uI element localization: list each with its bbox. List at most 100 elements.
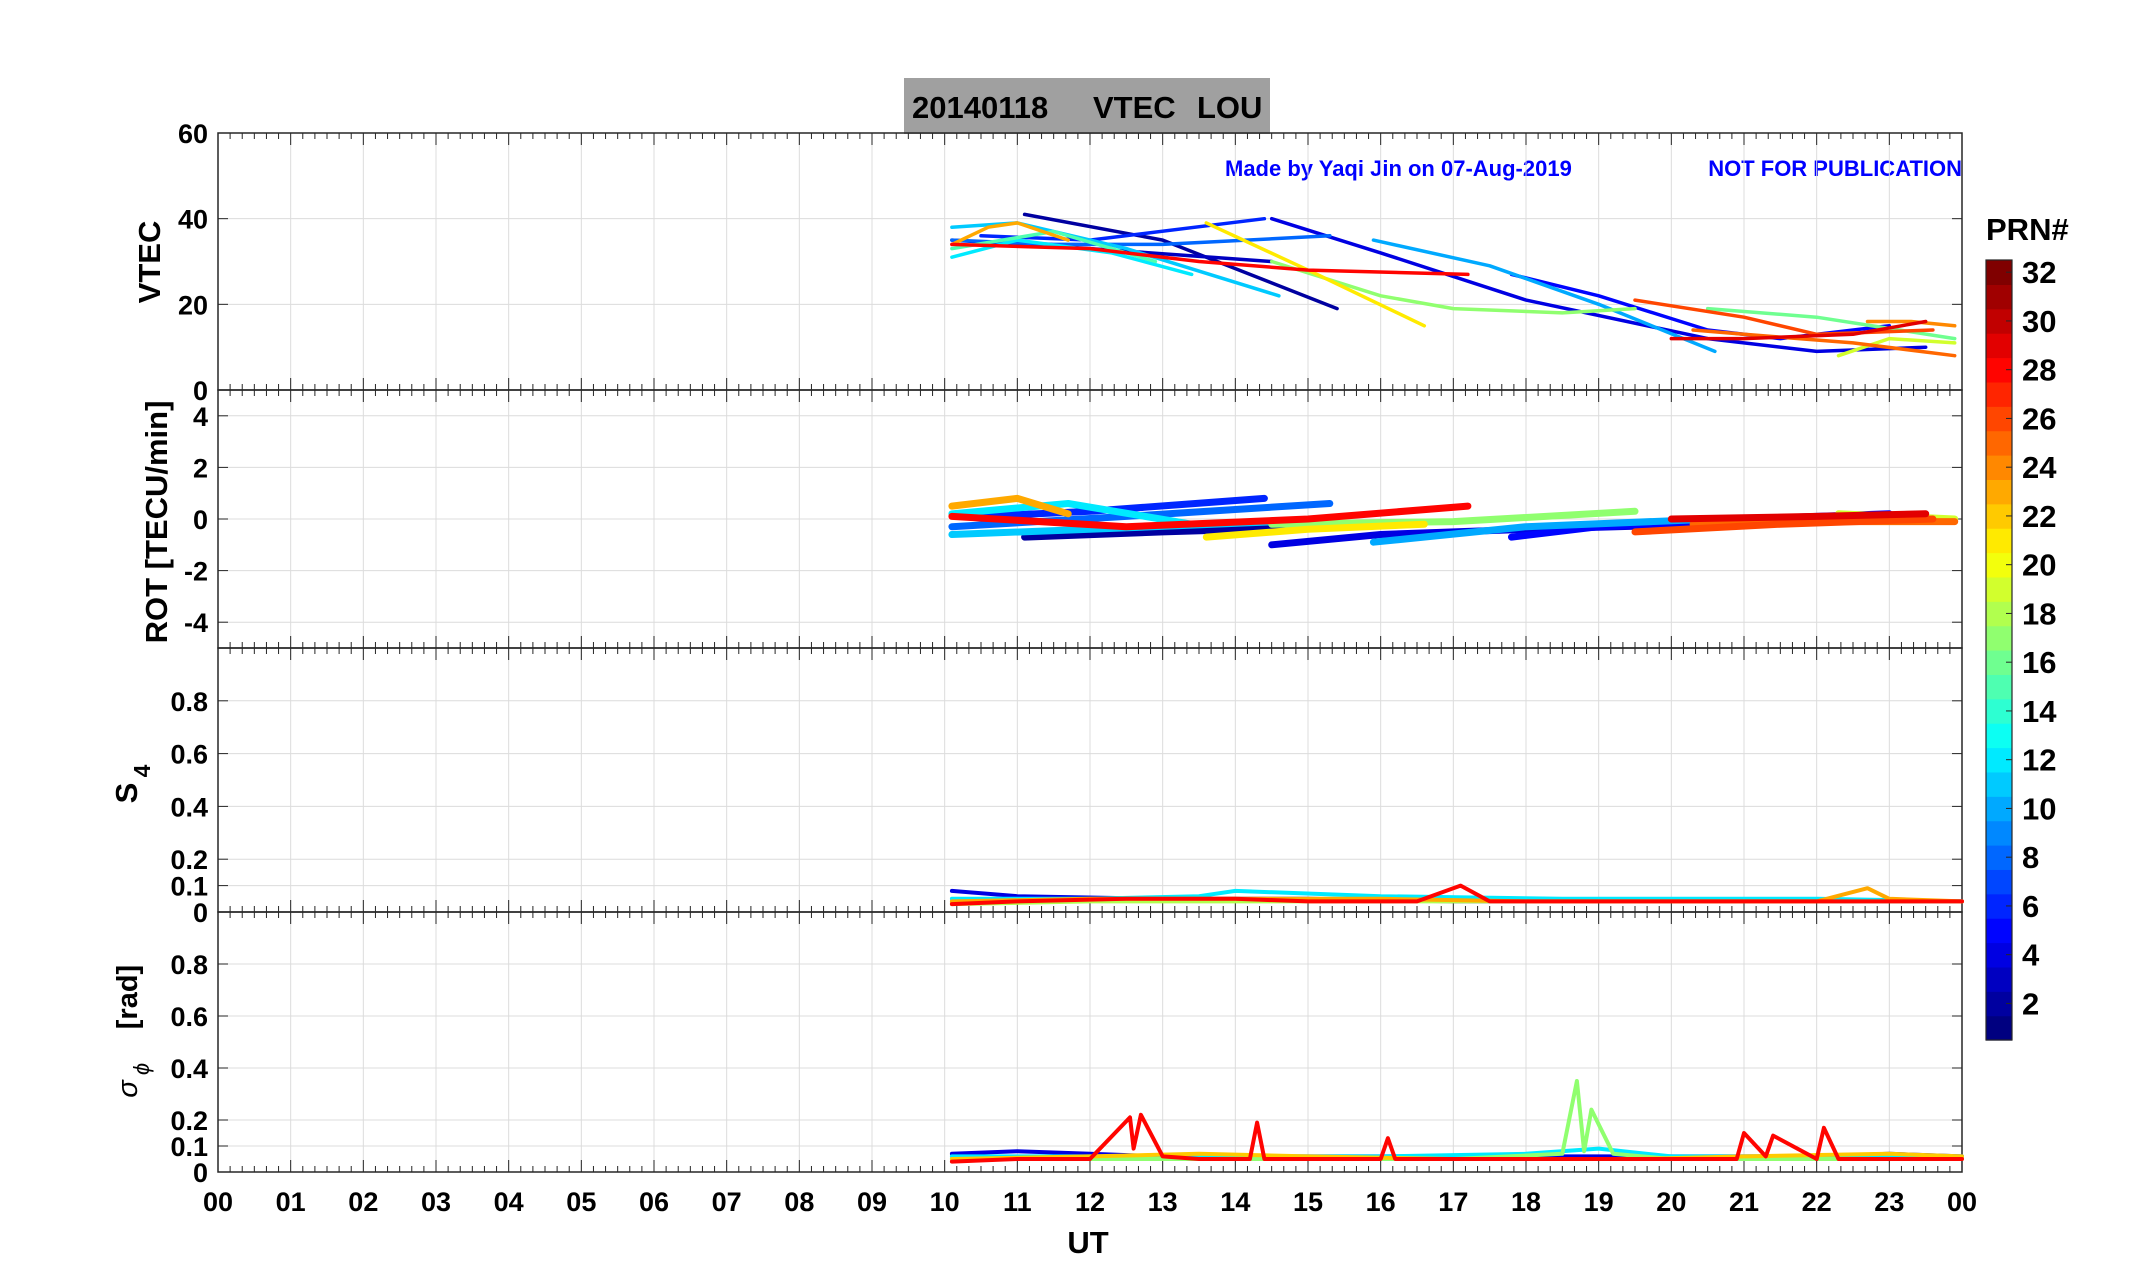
y-tick-label: 20 <box>178 290 208 320</box>
y-tick-label: 0.2 <box>170 845 208 875</box>
x-tick-label: 18 <box>1511 1187 1541 1217</box>
data-series-prn-23 <box>948 494 1072 518</box>
x-tick-label: 01 <box>276 1187 306 1217</box>
data-series-prn-17 <box>1268 507 1639 528</box>
y-tick-label: 40 <box>178 205 208 235</box>
colorbar-tick-label: 8 <box>2022 840 2039 875</box>
colorbar-tick-label: 6 <box>2022 889 2039 924</box>
sigma-ylabel-sub: ϕ <box>129 1063 154 1075</box>
y-tick-label: 0 <box>193 376 208 406</box>
colorbar-swatch <box>1986 430 2012 456</box>
y-tick-label: 0 <box>193 898 208 928</box>
sigma-ylabel-unit: [rad] <box>112 965 144 1029</box>
data-series-prn-12 <box>948 500 1196 528</box>
data-series-prn-26 <box>1631 515 1937 536</box>
data-series-prn-28 <box>949 883 1964 907</box>
vtec-ylabel: VTEC <box>132 221 167 304</box>
s4-ylabel: S 4 <box>109 764 155 803</box>
title-date: 20140118 <box>912 90 1048 125</box>
data-series-prn-29 <box>1669 319 1928 341</box>
colorbar-tick-label: 12 <box>2022 743 2056 778</box>
y-tick-label: 0 <box>193 505 208 535</box>
sigma-phi-panel: 00.10.2 0.4 0.6 0.8 00 01 02 03 04 05 06 07 08 09 10 11… <box>170 911 1977 1217</box>
s4-ylabel-main: S <box>109 783 144 804</box>
data-series-prn-28 <box>950 242 1470 277</box>
x-tick-label: 08 <box>784 1187 814 1217</box>
s4-panel: 00.10.2 0.4 0.6 0.8 <box>170 647 1964 928</box>
data-series-prn-23 <box>950 221 1070 247</box>
y-tick-label: 0 <box>193 1158 208 1188</box>
colorbar-label: PRN# <box>1986 212 2069 247</box>
colorbar-swatch <box>1986 674 2012 700</box>
title-station: LOU <box>1197 90 1262 125</box>
colorbar-tick-label: 2 <box>2022 986 2039 1021</box>
colorbar-swatch <box>1986 869 2012 895</box>
x-tick-label: 03 <box>421 1187 451 1217</box>
colorbar-tick-label: 20 <box>2022 548 2056 583</box>
x-tick-label: 07 <box>712 1187 742 1217</box>
colorbar-swatch <box>1986 723 2012 749</box>
data-series-prn-29 <box>1667 510 1930 523</box>
y-tick-label: 0.6 <box>170 740 208 770</box>
x-tick-label: 11 <box>1003 1187 1032 1217</box>
rot-ylabel: ROT [TECU/min] <box>139 401 174 644</box>
rot-panel: -4 -2 0 2 4 <box>184 389 1963 649</box>
data-series-prn-28 <box>949 1112 1964 1164</box>
x-tick-label: 14 <box>1220 1187 1250 1217</box>
colorbar-tick-label: 4 <box>2022 938 2040 973</box>
data-series-prn-21 <box>1202 520 1428 541</box>
y-tick-label: -4 <box>184 608 208 638</box>
x-tick-label: 00 <box>203 1187 233 1217</box>
y-tick-label: 0.1 <box>170 1132 208 1162</box>
s4-ylabel-sub: 4 <box>129 764 155 777</box>
x-tick-label: 06 <box>639 1187 669 1217</box>
data-series-prn-21 <box>1204 221 1427 328</box>
title-box <box>904 78 1270 134</box>
colorbar-tick-label: 10 <box>2022 791 2056 826</box>
colorbar-swatch <box>1986 479 2012 505</box>
data-series-prn-24 <box>1865 319 1957 328</box>
colorbar-swatch <box>1986 381 2012 407</box>
colorbar-tick-label: 16 <box>2022 645 2056 680</box>
colorbar-tick-label: 28 <box>2022 353 2056 388</box>
data-series-prn-10 <box>1369 515 1719 546</box>
data-series-prn-6 <box>977 494 1268 520</box>
colorbar-tick-label: 22 <box>2022 499 2056 534</box>
colorbar-tick-label: 18 <box>2022 596 2056 631</box>
colorbar-tick-label: 14 <box>2022 694 2057 729</box>
x-tick-label: 23 <box>1874 1187 1904 1217</box>
y-tick-label: 0.2 <box>170 1106 208 1136</box>
colorbar-swatch <box>1986 966 2012 992</box>
colorbar-frame <box>1985 259 2013 1041</box>
colorbar-tick-label: 30 <box>2022 304 2056 339</box>
data-series-prn-28 <box>948 502 1472 531</box>
x-tick-label: 17 <box>1438 1187 1468 1217</box>
x-axis-label: UT <box>1067 1225 1108 1260</box>
colorbar-tick-label: 26 <box>2022 401 2056 436</box>
y-tick-label: 60 <box>178 119 208 149</box>
sigma-ylabel-main: σ <box>112 1079 144 1098</box>
colorbar-swatch <box>1986 625 2012 651</box>
y-tick-label: 0.6 <box>170 1002 208 1032</box>
data-series-prn-17 <box>1269 259 1637 315</box>
x-tick-label: 21 <box>1729 1187 1759 1217</box>
sigma-ylabel: σ ϕ [rad] <box>112 965 154 1098</box>
colorbar-tick-label: 24 <box>2022 450 2057 485</box>
vtec-panel: 0 20 40 60 <box>178 119 1963 406</box>
y-tick-label: -2 <box>184 557 208 587</box>
y-tick-label: 0.4 <box>170 1054 208 1084</box>
x-tick-label: 20 <box>1656 1187 1686 1217</box>
credit-text: Made by Yaqi Jin on 07-Aug-2019 <box>1225 156 1572 181</box>
colorbar-swatch <box>1986 918 2012 944</box>
x-tick-label: 09 <box>857 1187 887 1217</box>
y-tick-label: 0.8 <box>170 950 208 980</box>
x-tick-label: 00 <box>1947 1187 1977 1217</box>
x-tick-label: 16 <box>1366 1187 1396 1217</box>
x-tick-label: 15 <box>1293 1187 1323 1217</box>
colorbar-swatch <box>1986 820 2012 846</box>
x-tick-label: 12 <box>1075 1187 1105 1217</box>
x-tick-label: 04 <box>494 1187 524 1217</box>
colorbar-tick-label: 32 <box>2022 255 2056 290</box>
